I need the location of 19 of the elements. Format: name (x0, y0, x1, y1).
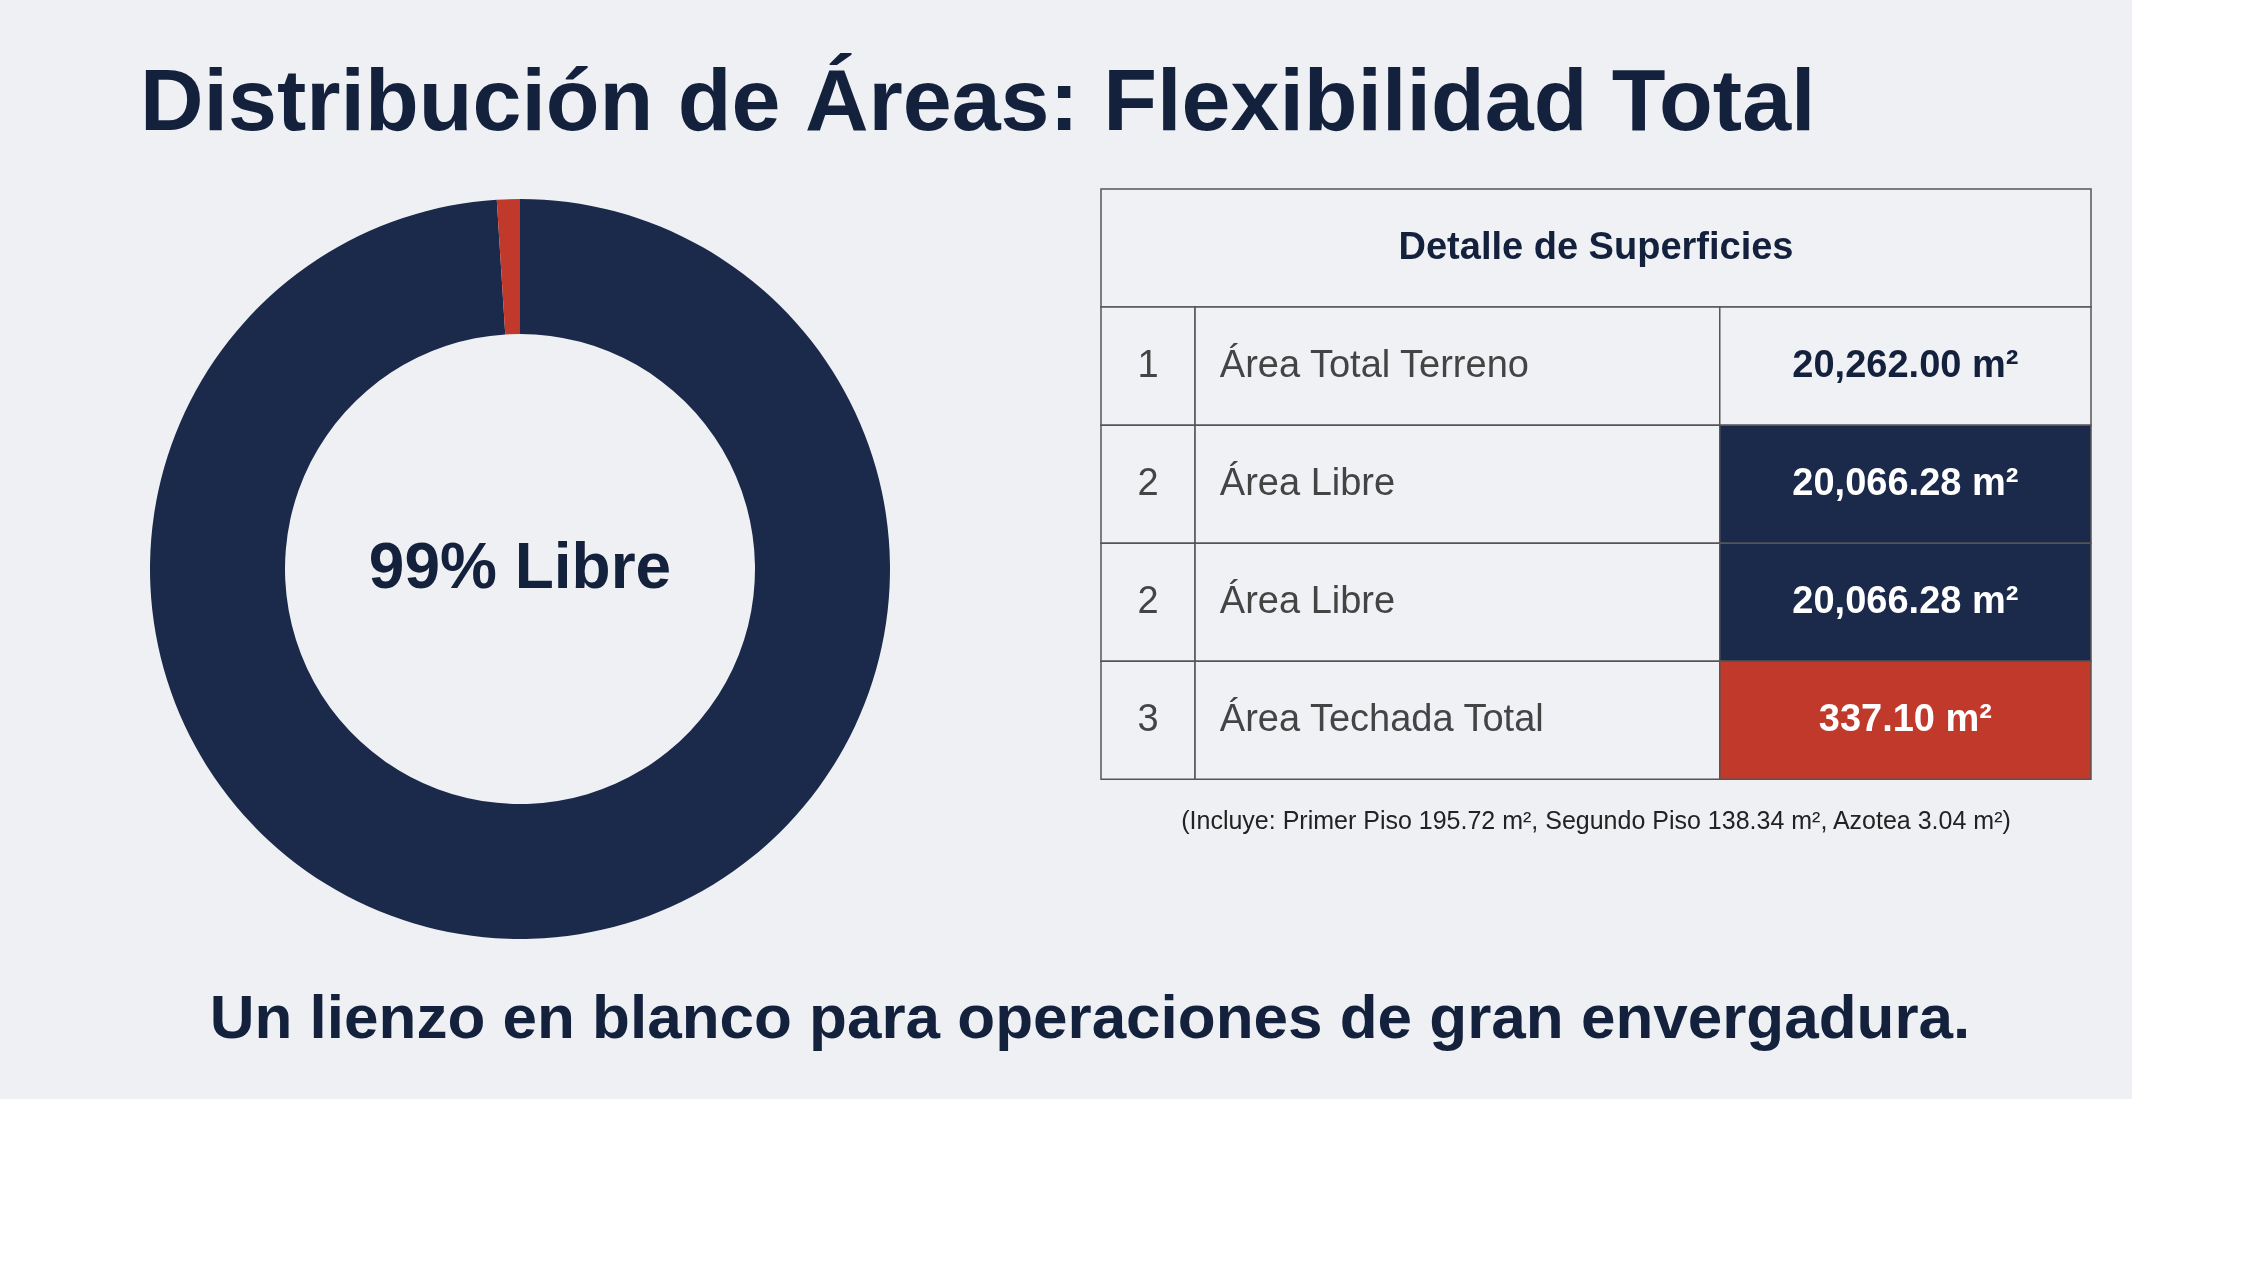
text: Área Total Terreno (1219, 343, 1529, 386)
text: 2 (1137, 461, 1159, 504)
text: 20,262.00 m² (1792, 343, 2019, 386)
chart-title: Distribución de Áreas: Flexibilidad Total (140, 50, 1816, 150)
text: Un lienzo en blanco para operaciones de gran envergadura. (209, 982, 1971, 1051)
text: 3 (1137, 697, 1159, 740)
text: 2 (1137, 579, 1159, 622)
donut-slice (150, 199, 890, 939)
text: (Incluye: Primer Piso 195.72 m², Segundo Piso 138.34 m², Azotea 3.04 m²) (1181, 805, 2011, 834)
text: 1 (1137, 343, 1159, 386)
donut-slice (496, 199, 520, 335)
text: 337.10 m² (1818, 697, 1992, 740)
text: 99% Libre (368, 530, 672, 602)
text: Área Techada Total (1219, 697, 1544, 740)
text: Detalle de Superficies (1398, 225, 1794, 268)
text: Área Libre (1219, 461, 1396, 504)
text: 20,066.28 m² (1792, 461, 2019, 504)
text: Área Libre (1219, 579, 1396, 622)
text: 20,066.28 m² (1792, 579, 2019, 622)
